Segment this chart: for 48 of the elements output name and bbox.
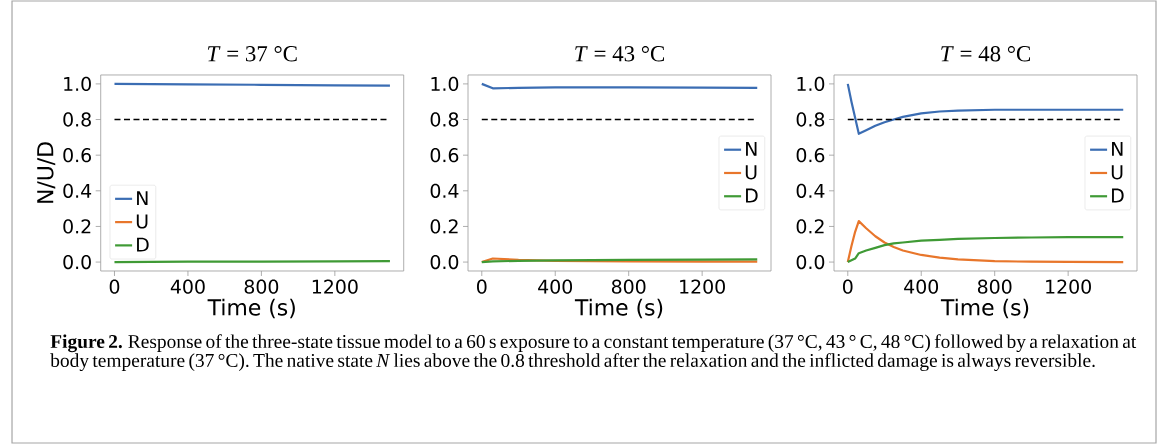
x-tick-label: 0: [477, 279, 487, 294]
y-axis-title: N/U/D: [37, 142, 56, 203]
x-axis-title: Time (s): [574, 298, 663, 319]
x-tick-label: 0: [843, 279, 853, 294]
y-tick-label: 1.0: [797, 76, 825, 92]
legend-label: U: [136, 214, 148, 229]
text: Figure 2. Response of the three-state tissue model to a 60 s exposure to a constant temperature (37 °C, 43 ° C, 48 °C) followed by a relaxation at body temperature (37 °C). The native state N lies above the 0.8 threshold after the relaxation and the inflicted damage is always reversible.: [50, 334, 1137, 372]
legend-label: U: [1111, 165, 1123, 180]
x-tick-label: 800: [244, 279, 279, 294]
x-tick-label: 400: [170, 279, 205, 294]
y-tick-label: 0.8: [63, 112, 91, 127]
x-tick-label: 800: [977, 279, 1012, 294]
x-axis-title: Time (s): [207, 298, 295, 319]
legend-label: N: [137, 191, 148, 205]
y-tick-label: 0.4: [796, 183, 825, 198]
legend-label: N: [1112, 142, 1123, 156]
y-tick-label: 0.2: [796, 219, 824, 234]
y-tick-label: 0.2: [63, 219, 91, 234]
legend-label: D: [746, 188, 758, 203]
x-tick-label: 1200: [1046, 279, 1091, 294]
legend-label: N: [746, 142, 757, 156]
x-tick-label: 800: [611, 279, 646, 294]
legend-label: D: [137, 237, 149, 252]
legend-label: D: [1112, 188, 1124, 203]
x-tick-label: 400: [538, 279, 573, 294]
y-tick-label: 0.4: [63, 183, 92, 198]
chart-title: T = 37 °C: [207, 46, 297, 62]
x-tick-label: 1200: [312, 279, 358, 294]
x-tick-label: 1200: [680, 279, 725, 294]
y-tick-label: 1.0: [431, 76, 459, 92]
y-tick-label: 0.8: [796, 112, 825, 127]
y-tick-label: 0.6: [430, 148, 459, 163]
y-tick-label: 0.2: [430, 219, 458, 234]
y-tick-label: 0.8: [430, 112, 459, 127]
x-axis-title: Time (s): [940, 298, 1029, 319]
x-tick-label: 400: [904, 279, 939, 294]
y-tick-label: 0.0: [430, 254, 459, 270]
chart-title: T = 43 °C: [575, 46, 665, 62]
line-series: [846, 219, 1125, 264]
y-tick-label: 0.0: [796, 254, 825, 270]
x-tick-label: 0: [109, 279, 120, 294]
legend-label: U: [745, 165, 757, 180]
y-tick-label: 0.6: [63, 148, 91, 163]
y-tick-label: 0.6: [796, 148, 825, 163]
y-tick-label: 0.0: [63, 254, 91, 270]
y-tick-label: 0.4: [430, 183, 459, 198]
y-tick-label: 1.0: [64, 76, 91, 92]
chart-title: T = 48 °C: [941, 46, 1031, 62]
